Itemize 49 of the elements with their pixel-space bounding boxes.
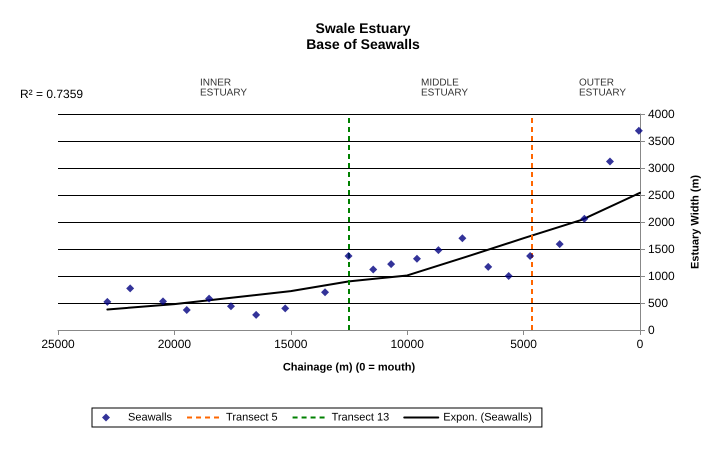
point [321,288,330,296]
x-tick-label: 10000 [390,337,424,351]
legend-label: Transect 13 [332,412,390,424]
x-tick-label: 5000 [510,337,538,351]
y-tick-label: 0 [648,323,655,337]
y-tick-label: 4000 [648,107,676,121]
x-tick-label: 20000 [158,337,192,351]
point [504,272,513,280]
point [182,306,191,314]
chart-title: Swale Estuary [316,20,411,36]
y-tick-label: 2000 [648,215,676,229]
y-tick-label: 500 [648,296,668,310]
y-tick-label: 3000 [648,161,676,175]
legend-label: Transect 5 [226,412,278,424]
point [126,284,134,292]
point [606,158,614,166]
point [434,246,442,254]
y-tick-label: 3500 [648,134,676,148]
point [526,252,534,260]
point [369,266,378,274]
y-tick-label: 1500 [648,242,676,256]
y-axis-title: Estuary Width (m) [690,174,702,270]
y-tick-label: 1000 [648,269,676,283]
point [634,126,643,135]
point [226,302,235,310]
point [205,294,214,303]
x-tick-label: 25000 [41,337,76,351]
point [387,260,396,268]
point [412,254,421,263]
point [458,234,466,242]
legend-label: Expon. (Seawalls) [443,412,532,424]
x-tick-label: 0 [636,337,644,351]
point [344,252,353,260]
point [556,240,564,248]
text: R² = 0.7359 [20,87,84,101]
x-axis-title: Chainage (m) (0 = mouth) [282,362,416,374]
point [103,298,112,306]
point [158,297,167,306]
text: INNER ESTUARY [200,78,248,98]
chart-subtitle: Base of Seawalls [306,36,420,52]
point [281,304,290,312]
point [580,214,588,223]
point [484,262,492,271]
text: MIDDLE ESTUARY [421,78,468,98]
text: OUTER ESTUARY [579,78,626,98]
y-tick-label: 2500 [648,188,676,202]
point [252,310,260,319]
x-tick-label: 15000 [274,337,308,351]
legend-label: Seawalls [128,412,173,424]
